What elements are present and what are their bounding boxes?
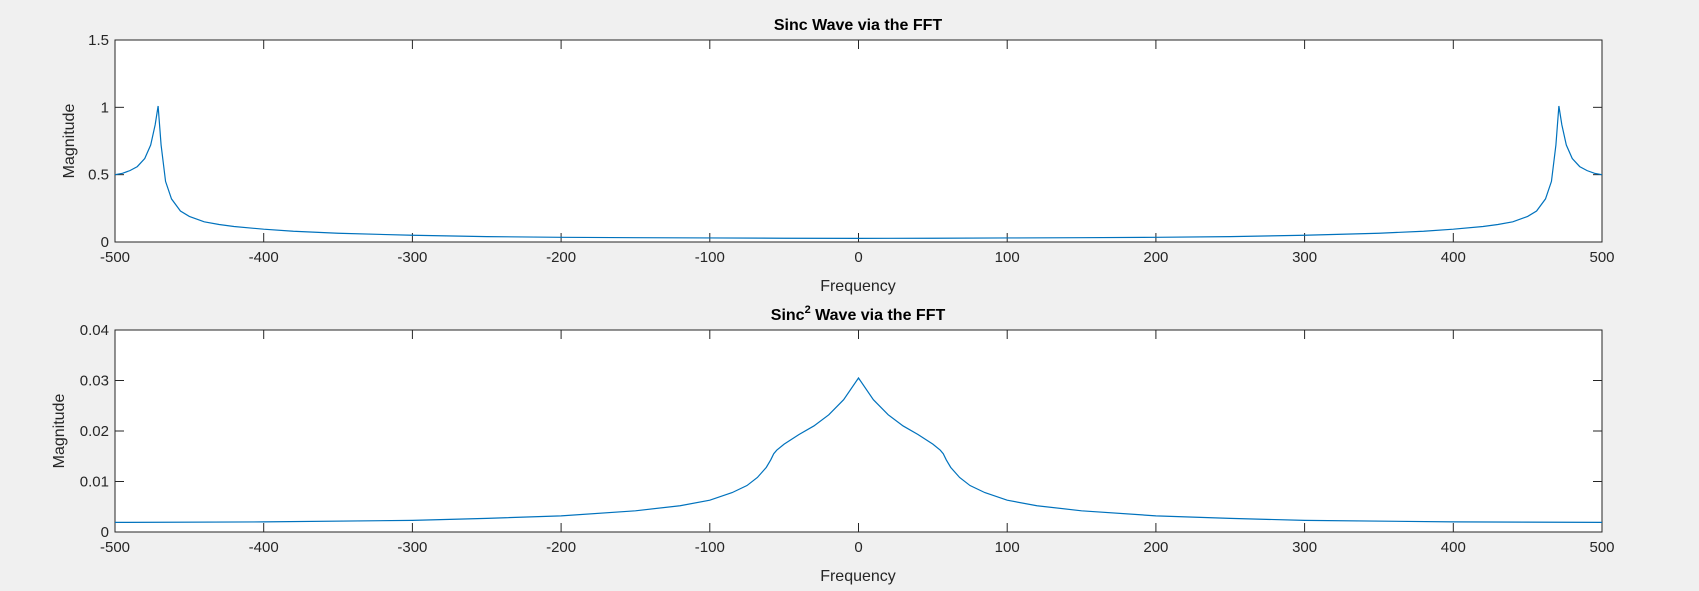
bottom-chart-title: Sinc2 Wave via the FFT — [771, 304, 946, 324]
bottom-y-axis-label: Magnitude — [51, 394, 68, 469]
top-y-tick-label: 1 — [101, 99, 109, 116]
bottom-title-main: Sinc — [771, 307, 805, 324]
bottom-x-tick-label: -200 — [546, 539, 576, 556]
bottom-title-superscript: 2 — [805, 304, 811, 316]
top-x-tick-label: -400 — [249, 249, 279, 266]
top-y-tick-label: 0.5 — [88, 167, 109, 184]
bottom-y-tick-label: 0 — [101, 524, 109, 541]
top-x-tick-label: 400 — [1441, 249, 1466, 266]
top-x-tick-label: 300 — [1292, 249, 1317, 266]
bottom-x-tick-label: -400 — [249, 539, 279, 556]
bottom-x-tick-label: 500 — [1589, 539, 1614, 556]
top-x-tick-label: -500 — [100, 249, 130, 266]
top-y-tick-label: 1.5 — [88, 32, 109, 49]
bottom-y-tick-label: 0.04 — [80, 322, 109, 339]
bottom-x-tick-label: 400 — [1441, 539, 1466, 556]
bottom-x-tick-label: 0 — [854, 539, 862, 556]
bottom-y-tick-label: 0.01 — [80, 474, 109, 491]
top-y-axis-label: Magnitude — [61, 104, 78, 179]
bottom-x-tick-label: 200 — [1143, 539, 1168, 556]
top-x-tick-label: -200 — [546, 249, 576, 266]
top-x-tick-label: 200 — [1143, 249, 1168, 266]
top-series-line — [114, 105, 1603, 239]
top-x-tick-label: 500 — [1589, 249, 1614, 266]
bottom-y-tick-label: 0.02 — [80, 423, 109, 440]
bottom-x-tick-label: -300 — [397, 539, 427, 556]
top-x-tick-label: -100 — [695, 249, 725, 266]
bottom-y-tick-label: 0.03 — [80, 373, 109, 390]
top-x-tick-label: 0 — [854, 249, 862, 266]
top-subplot: -500 -400 -300 -200 -100 0 100 200 300 400 500 0 0.… — [61, 17, 1615, 295]
top-x-ticks: -500 -400 -300 -200 -100 0 100 200 300 400 500 — [100, 40, 1615, 266]
bottom-y-ticks: 0 0.01 0.02 0.03 0.04 — [80, 322, 1602, 541]
bottom-x-tick-label: 100 — [995, 539, 1020, 556]
bottom-subplot: -500 -400 -300 -200 -100 0 100 200 300 400 500 0 0.… — [51, 304, 1615, 585]
top-y-tick-label: 0 — [101, 234, 109, 251]
top-chart-title: Sinc Wave via the FFT — [774, 17, 943, 34]
bottom-x-tick-label: -100 — [695, 539, 725, 556]
top-plot-area — [114, 39, 1603, 243]
bottom-x-tick-label: -500 — [100, 539, 130, 556]
bottom-plot-area — [114, 329, 1603, 533]
top-y-ticks: 0 0.5 1 1.5 — [88, 32, 1602, 251]
top-x-tick-label: 100 — [995, 249, 1020, 266]
top-x-axis-label: Frequency — [820, 278, 896, 295]
top-x-tick-label: -300 — [397, 249, 427, 266]
bottom-series-line — [114, 376, 1603, 523]
bottom-title-rest: Wave via the FFT — [811, 307, 946, 324]
bottom-x-ticks: -500 -400 -300 -200 -100 0 100 200 300 400 500 — [100, 330, 1615, 556]
bottom-x-axis-label: Frequency — [820, 568, 896, 585]
bottom-x-tick-label: 300 — [1292, 539, 1317, 556]
